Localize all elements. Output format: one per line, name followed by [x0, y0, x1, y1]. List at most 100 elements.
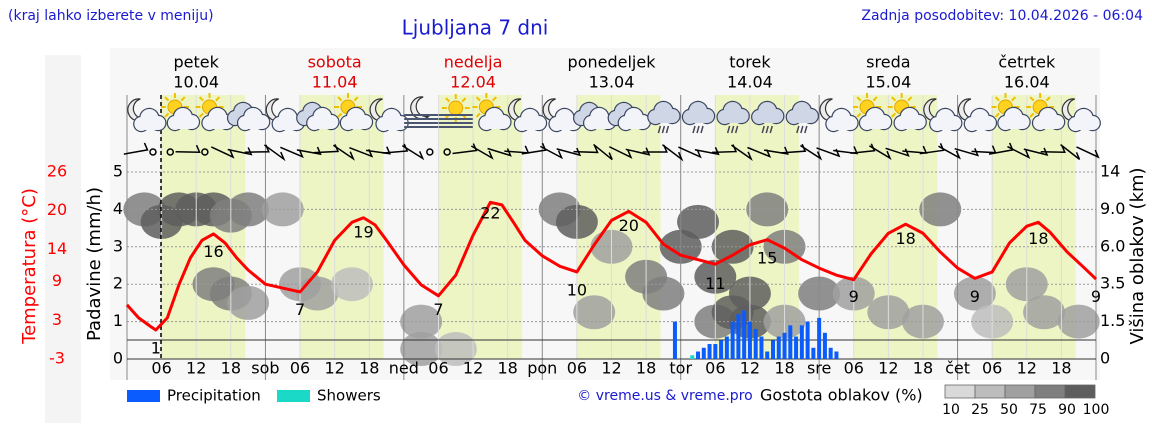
precipitation-bar	[707, 344, 712, 359]
x-tick-label: 12	[1017, 359, 1037, 378]
y2-tick-label: 9.0	[1100, 199, 1125, 218]
icon-part	[383, 122, 401, 130]
precipitation-bar	[713, 344, 718, 359]
weather-icon	[681, 100, 716, 134]
weather-icon	[438, 94, 473, 128]
precipitation-bar	[765, 351, 770, 359]
temperature-label: 9	[970, 287, 980, 306]
icon-part	[891, 112, 897, 118]
icon-part	[279, 122, 297, 130]
temperature-label: 19	[353, 223, 373, 242]
legend-label: Showers	[317, 387, 381, 405]
precipitation-bar	[742, 310, 747, 359]
wind-barb	[470, 145, 494, 160]
y3-tick-label: 14	[47, 239, 67, 258]
icon-part	[174, 121, 192, 129]
day-name: torek	[729, 53, 771, 72]
day-name: sobota	[308, 53, 362, 72]
icon-part	[448, 100, 464, 116]
icon-part	[833, 122, 851, 130]
temperature-label: 7	[295, 300, 305, 319]
cloud-scale-label: 90	[1058, 402, 1076, 418]
precipitation-bar	[817, 317, 822, 359]
wind-barb	[349, 146, 374, 158]
icon-part	[700, 125, 704, 134]
x-tick-label: sre	[807, 359, 831, 378]
x-tick-label: sob	[251, 359, 279, 378]
x-tick-label: 06	[982, 359, 1002, 378]
temperature-label: 9	[1091, 287, 1101, 306]
precipitation-bar	[828, 347, 833, 359]
wind-barb	[869, 145, 892, 161]
cloud-cell	[1023, 295, 1066, 330]
precipitation-bar	[730, 321, 735, 359]
cloud-cell	[573, 295, 616, 330]
icon-part	[337, 112, 343, 118]
day-date: 12.04	[450, 73, 496, 92]
x-tick-label: 18	[636, 359, 656, 378]
cloud-cell	[953, 276, 996, 311]
weather-icon	[923, 98, 963, 133]
cloud-cell	[400, 304, 443, 339]
wind-calm	[201, 148, 209, 156]
daylight-band	[438, 95, 523, 359]
weather-icon	[296, 101, 340, 132]
y3-tick-label: 9	[52, 271, 62, 290]
wind-barb	[919, 143, 945, 155]
icon-part	[907, 96, 913, 102]
cloud-cell	[227, 285, 270, 320]
icon-part	[937, 122, 955, 130]
cloud-cell	[1057, 304, 1100, 339]
icon-part	[856, 96, 862, 102]
wind-barb	[452, 143, 478, 155]
precipitation-bar	[701, 347, 706, 359]
wind-barb	[850, 143, 876, 154]
wind-barb	[1007, 145, 1031, 160]
wind-barb	[1076, 146, 1100, 159]
cloud-height-axis-title: Višina oblakov (km)	[1127, 167, 1148, 344]
precipitation-bar	[788, 325, 793, 359]
icon-part	[872, 96, 878, 102]
x-tick-label: 06	[151, 359, 171, 378]
x-tick-label: 12	[878, 359, 898, 378]
weather-icon	[991, 93, 1031, 132]
x-tick-label: 18	[913, 359, 933, 378]
icon-part	[1040, 121, 1058, 129]
icon-part	[410, 96, 430, 120]
x-tick-label: 18	[774, 359, 794, 378]
wind-barb	[263, 144, 286, 162]
wind-barb	[227, 147, 253, 156]
wind-barb	[694, 146, 720, 156]
weather-icon	[333, 93, 374, 132]
weather-icon	[887, 93, 927, 132]
icon-part	[337, 96, 343, 102]
icon-part	[461, 97, 467, 103]
precipitation-bar	[690, 355, 695, 359]
icon-part	[475, 96, 481, 102]
cloud-scale-label: 10	[942, 402, 960, 418]
weather-icon	[957, 98, 998, 133]
day-name: četrtek	[998, 53, 1056, 72]
icon-part	[665, 125, 670, 134]
wind-calm	[443, 148, 451, 156]
weather-icon	[1026, 93, 1066, 132]
x-tick-label: 18	[359, 359, 379, 378]
wind-barb	[332, 144, 355, 161]
icon-part	[891, 96, 897, 102]
icon-part	[556, 122, 574, 130]
cloud-scale-box	[974, 384, 1006, 399]
wind-barb	[747, 146, 772, 158]
x-tick-label: 18	[1051, 359, 1071, 378]
day-date: 16.04	[1004, 73, 1050, 92]
precipitation-bar	[759, 336, 764, 359]
wind-barb	[763, 146, 789, 155]
wind-calm	[426, 148, 434, 156]
icon-part	[726, 125, 731, 134]
icon-part	[692, 125, 696, 134]
icon-part	[215, 96, 221, 102]
y-tick-label: 4	[113, 199, 123, 218]
day-date: 11.04	[312, 73, 358, 92]
day-date: 14.04	[727, 73, 773, 92]
legend-label: Precipitation	[167, 387, 261, 405]
